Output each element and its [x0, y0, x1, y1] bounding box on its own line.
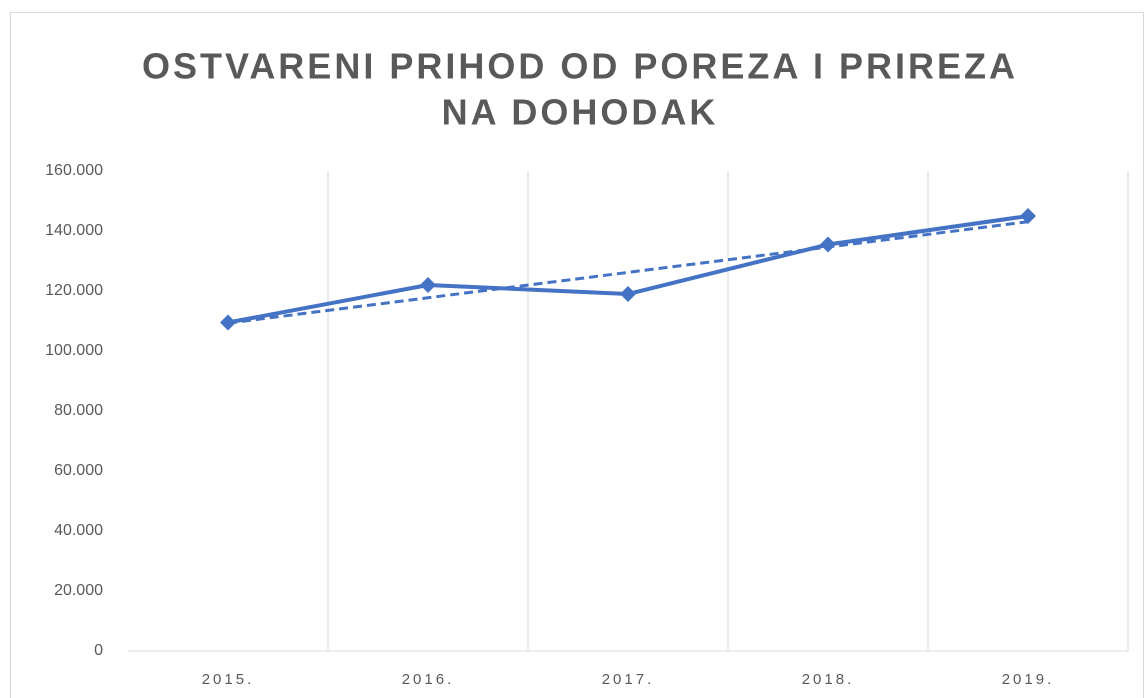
- marker: [220, 314, 236, 331]
- y-tick-label: 40.000: [54, 522, 103, 539]
- marker: [820, 236, 836, 253]
- y-tick-label: 0: [94, 642, 103, 659]
- x-tick-label: 2016.: [402, 671, 455, 688]
- marker: [620, 286, 636, 302]
- chart-border: [10, 12, 1144, 698]
- y-tick-label: 20.000: [54, 582, 103, 599]
- y-tick-label: 140.000: [45, 222, 103, 239]
- y-tick-label: 60.000: [54, 462, 103, 479]
- chart-title: OSTVARENI PRIHOD OD POREZA I PRIREZA: [142, 46, 1018, 87]
- y-tick-label: 80.000: [54, 402, 103, 419]
- line: [227, 214, 1029, 325]
- marker: [420, 277, 436, 293]
- x-tick-label: 2019.: [1002, 671, 1055, 688]
- x-tick-label: 2018.: [802, 671, 855, 688]
- y-tick-label: 160.000: [45, 162, 103, 179]
- trend-line: [227, 220, 1029, 325]
- y-tick-label: 120.000: [45, 282, 103, 299]
- chart-title: NA DOHODAK: [442, 92, 719, 133]
- marker: [1020, 208, 1036, 224]
- x-tick-label: 2017.: [602, 671, 655, 688]
- x-tick-label: 2015.: [202, 671, 255, 688]
- y-tick-label: 100.000: [45, 342, 103, 359]
